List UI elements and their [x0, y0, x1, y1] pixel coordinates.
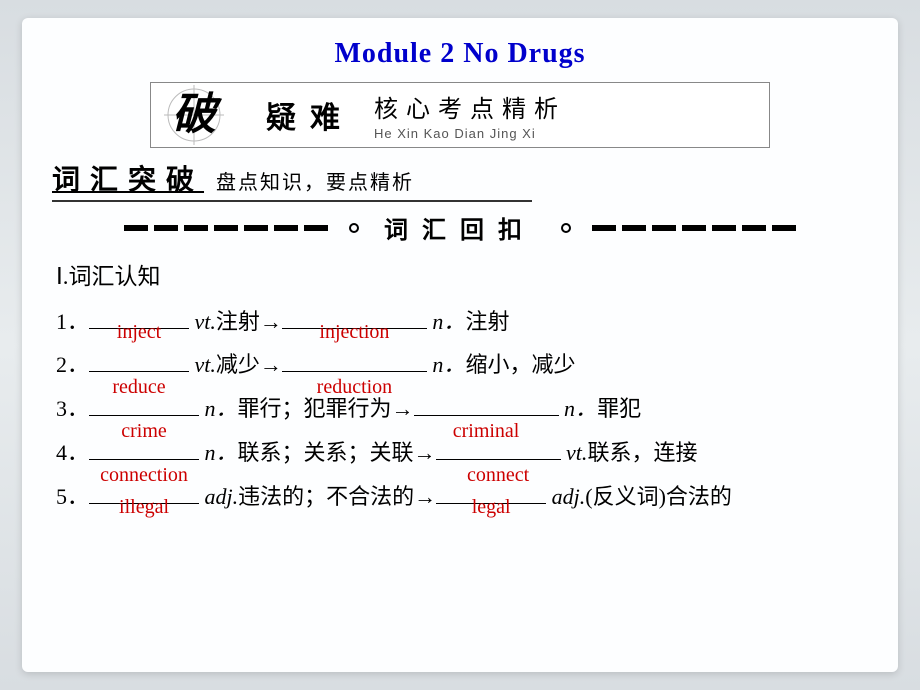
vocab-item-1: 1．inject vt.注射→injection n．注射 — [56, 301, 868, 343]
pos: n． — [564, 396, 597, 421]
section-header: 词汇突破 盘点知识，要点精析 — [52, 158, 532, 202]
def: 注射→ — [216, 309, 282, 334]
blank: illegal — [89, 482, 199, 504]
item-num: 3． — [56, 396, 89, 421]
def: 违法的；不合法的→ — [238, 484, 436, 509]
pos: n． — [432, 352, 465, 377]
item-num: 5． — [56, 484, 89, 509]
svg-text:破: 破 — [172, 90, 223, 139]
slide-container: Module 2 No Drugs 破 疑难 核心考点精析 He Xin Kao… — [22, 18, 898, 672]
def: 罪行；犯罪行为→ — [238, 396, 414, 421]
divider-label: 词汇回扣 — [384, 210, 536, 245]
def: (反义词)合法的 — [585, 484, 732, 509]
vocab-item-5: 5．illegal adj.违法的；不合法的→legal adj.(反义词)合法… — [56, 476, 868, 518]
circle-left — [349, 223, 359, 233]
section-sub: 盘点知识，要点精析 — [216, 172, 414, 194]
vocab-item-3: 3．crime n．罪行；犯罪行为→criminal n．罪犯 — [56, 388, 868, 430]
section-main: 词汇突破 — [52, 164, 204, 195]
def: 注射 — [465, 309, 509, 334]
banner-pinyin: He Xin Kao Dian Jing Xi — [374, 126, 566, 141]
blank: reduce — [89, 350, 189, 372]
pos: n． — [205, 440, 238, 465]
pos: adj. — [552, 484, 586, 509]
vocab-item-2: 2．reduce vt.减少→reduction n．缩小，减少 — [56, 344, 868, 386]
circle-right — [561, 223, 571, 233]
banner-text-1: 疑难 — [266, 93, 354, 137]
item-num: 4． — [56, 440, 89, 465]
pos: n． — [205, 396, 238, 421]
blank: legal — [436, 482, 546, 504]
module-title: Module 2 No Drugs — [52, 38, 868, 70]
blank: inject — [89, 307, 189, 329]
pos: n． — [432, 309, 465, 334]
banner-icon: 破 — [151, 83, 246, 147]
banner-right: 核心考点精析 He Xin Kao Dian Jing Xi — [374, 89, 566, 141]
answer: illegal — [119, 488, 169, 526]
pos: vt. — [195, 352, 216, 377]
answer: legal — [472, 488, 511, 526]
blank: connection — [89, 438, 199, 460]
content-area: Ⅰ.词汇认知 1．inject vt.注射→injection n．注射 2．r… — [56, 255, 868, 518]
vocab-item-4: 4．connection n．联系；关系；关联→connect vt.联系，连接 — [56, 432, 868, 474]
dash-left — [121, 214, 331, 242]
divider-row: 词汇回扣 — [52, 210, 868, 245]
subheading: Ⅰ.词汇认知 — [56, 255, 868, 299]
def: 联系；关系；关联→ — [238, 440, 436, 465]
banner-text-2: 核心考点精析 — [374, 89, 566, 124]
blank: connect — [436, 438, 561, 460]
banner-main: 破 疑难 核心考点精析 He Xin Kao Dian Jing Xi — [150, 82, 770, 148]
pos: adj. — [205, 484, 239, 509]
dash-right — [589, 214, 799, 242]
def: 联系，连接 — [587, 440, 697, 465]
blank: crime — [89, 394, 199, 416]
def: 减少→ — [216, 352, 282, 377]
blank: reduction — [282, 350, 427, 372]
pos: vt. — [566, 440, 587, 465]
item-num: 2． — [56, 352, 89, 377]
blank: injection — [282, 307, 427, 329]
item-num: 1． — [56, 309, 89, 334]
def: 罪犯 — [597, 396, 641, 421]
blank: criminal — [414, 394, 559, 416]
def: 缩小，减少 — [465, 352, 575, 377]
pos: vt. — [195, 309, 216, 334]
